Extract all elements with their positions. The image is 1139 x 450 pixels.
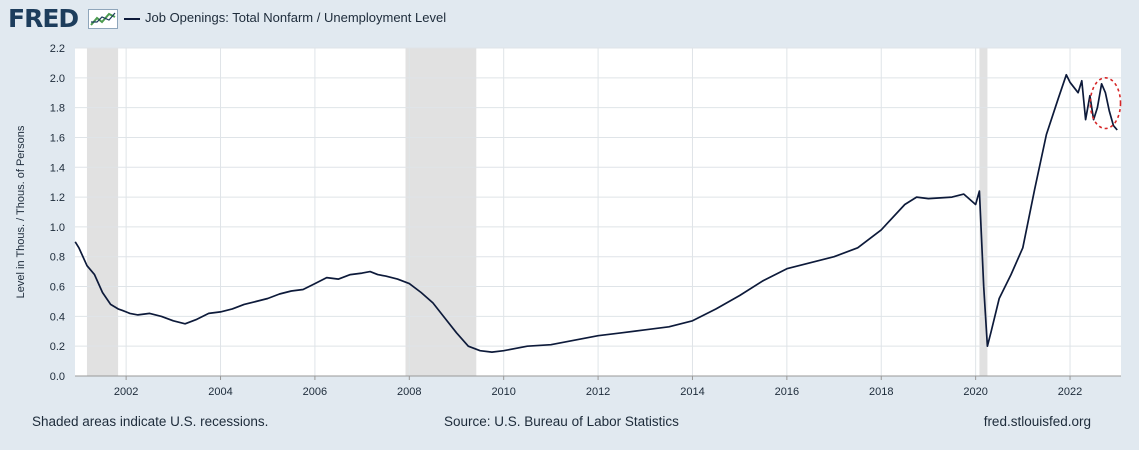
x-tick-label: 2014 bbox=[680, 386, 704, 398]
y-tick-label: 0.8 bbox=[50, 252, 65, 264]
x-tick-label: 2012 bbox=[586, 386, 610, 398]
line-chart-icon bbox=[88, 9, 118, 29]
y-tick-label: 1.4 bbox=[50, 162, 65, 174]
x-tick-label: 2016 bbox=[775, 386, 799, 398]
legend-line-swatch bbox=[124, 17, 140, 20]
x-tick-label: 2002 bbox=[114, 386, 138, 398]
x-axis-ticks: 2002 2004 2006 2008 2010 2012 2014 2016 2018 2020… bbox=[114, 376, 1082, 398]
series-line bbox=[74, 73, 1118, 353]
footer-source: Source: U.S. Bureau of Labor Statistics bbox=[444, 414, 679, 429]
x-tick-label: 2020 bbox=[963, 386, 987, 398]
x-tick-label: 2008 bbox=[397, 386, 421, 398]
y-tick-label: 0.2 bbox=[50, 341, 65, 353]
legend-label: Job Openings: Total Nonfarm / Unemployme… bbox=[145, 10, 447, 25]
recession-band-2 bbox=[979, 48, 988, 376]
x-tick-label: 2010 bbox=[491, 386, 515, 398]
y-axis-ticks: 0.0 0.2 0.4 0.6 0.8 1.0 1.2 1.4 1.6 1.8 2.0 2.2 bbox=[50, 43, 65, 383]
chart-header: FRED Job Openings: Total Nonfarm / Unemp… bbox=[0, 0, 1139, 40]
recession-band-0 bbox=[86, 48, 119, 376]
x-tick-label: 2004 bbox=[208, 386, 232, 398]
y-tick-label: 1.0 bbox=[50, 222, 65, 234]
x-tick-label: 2018 bbox=[869, 386, 893, 398]
y-tick-label: 2.0 bbox=[50, 73, 65, 85]
fred-logo[interactable]: FRED bbox=[8, 4, 79, 33]
y-tick-label: 2.2 bbox=[50, 43, 65, 55]
recession-bands bbox=[86, 48, 988, 376]
footer-site-link[interactable]: fred.stlouisfed.org bbox=[983, 414, 1091, 429]
y-tick-label: 0.4 bbox=[50, 311, 65, 323]
y-tick-label: 1.2 bbox=[50, 192, 65, 204]
y-tick-label: 0.6 bbox=[50, 282, 65, 294]
footer-recession-note: Shaded areas indicate U.S. recessions. bbox=[32, 414, 269, 429]
y-axis-label: Level in Thous. / Thous. of Persons bbox=[15, 125, 27, 298]
highlight-ellipse bbox=[1089, 77, 1122, 130]
legend: Job Openings: Total Nonfarm / Unemployme… bbox=[124, 10, 446, 25]
x-tick-label: 2022 bbox=[1058, 386, 1082, 398]
grid-lines bbox=[75, 47, 1121, 376]
y-tick-label: 0.0 bbox=[50, 371, 65, 383]
y-tick-label: 1.6 bbox=[50, 132, 65, 144]
x-tick-label: 2006 bbox=[303, 386, 327, 398]
y-tick-label: 1.8 bbox=[50, 103, 65, 115]
recession-band-1 bbox=[405, 48, 477, 376]
